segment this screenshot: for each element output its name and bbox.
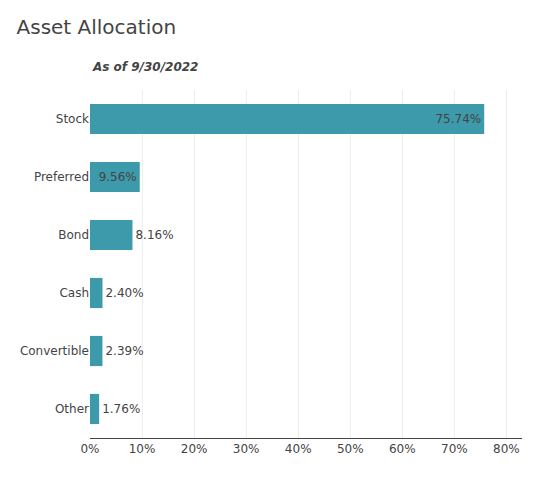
svg-text:Stock: Stock <box>56 112 89 126</box>
svg-text:2.39%: 2.39% <box>105 344 143 358</box>
svg-text:70%: 70% <box>441 442 468 456</box>
svg-text:40%: 40% <box>285 442 312 456</box>
svg-text:Preferred: Preferred <box>34 170 89 184</box>
svg-text:1.76%: 1.76% <box>102 402 140 416</box>
svg-text:Cash: Cash <box>59 286 89 300</box>
svg-text:9.56%: 9.56% <box>99 170 137 184</box>
svg-text:Bond: Bond <box>58 228 89 242</box>
svg-text:Asset Allocation: Asset Allocation <box>17 15 177 39</box>
svg-text:30%: 30% <box>233 442 260 456</box>
svg-text:8.16%: 8.16% <box>135 228 173 242</box>
svg-text:80%: 80% <box>493 442 520 456</box>
svg-text:Other: Other <box>55 402 89 416</box>
svg-text:2.40%: 2.40% <box>105 286 143 300</box>
svg-text:60%: 60% <box>389 442 416 456</box>
svg-text:20%: 20% <box>181 442 208 456</box>
svg-text:Convertible: Convertible <box>20 344 89 358</box>
svg-text:0%: 0% <box>80 442 99 456</box>
svg-text:As of 9/30/2022: As of 9/30/2022 <box>92 60 198 74</box>
svg-text:50%: 50% <box>337 442 364 456</box>
svg-text:75.74%: 75.74% <box>435 112 481 126</box>
svg-text:10%: 10% <box>129 442 156 456</box>
